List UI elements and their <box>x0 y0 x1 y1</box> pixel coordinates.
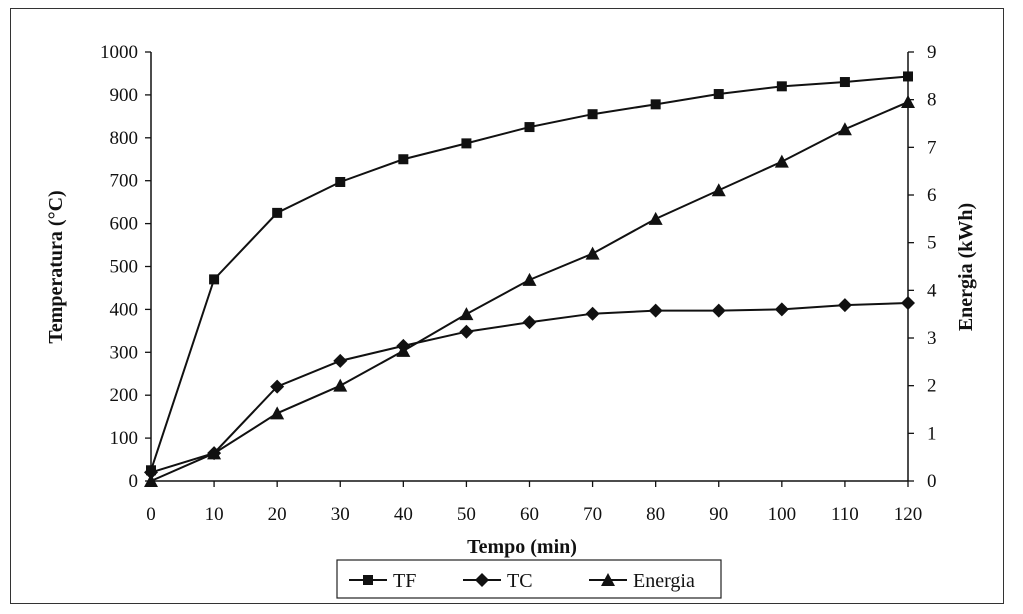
legend-item-tf: TF <box>349 570 416 592</box>
left-tick-label: 400 <box>110 299 139 320</box>
x-tick-label: 60 <box>520 504 539 525</box>
x-tick-label: 90 <box>709 504 728 525</box>
data-point-tc <box>837 298 852 313</box>
left-tick-label: 900 <box>110 85 139 106</box>
data-point-tf <box>461 138 472 149</box>
right-tick-label: 9 <box>927 42 937 63</box>
x-tick-label: 120 <box>894 504 923 525</box>
left-tick-label: 700 <box>110 171 139 192</box>
data-point-tf <box>398 154 409 165</box>
x-tick-label: 20 <box>268 504 287 525</box>
data-point-tf <box>335 176 346 187</box>
series-tf <box>146 71 913 476</box>
data-point-energia <box>333 378 348 392</box>
data-point-tc <box>648 303 663 318</box>
right-tick-label: 2 <box>927 376 937 397</box>
data-point-tc <box>585 306 600 321</box>
data-point-energia <box>144 474 158 487</box>
data-point-energia <box>585 246 600 260</box>
x-tick-label: 80 <box>646 504 665 525</box>
data-point-tc <box>270 379 285 394</box>
data-point-energia <box>711 183 726 197</box>
legend-marker-energia <box>601 573 615 586</box>
data-point-energia <box>774 154 789 168</box>
legend-marker-tc <box>475 573 489 587</box>
data-point-energia <box>459 307 474 321</box>
x-tick-label: 0 <box>146 504 156 525</box>
series-tc <box>144 295 915 480</box>
right-tick-label: 7 <box>927 137 937 158</box>
series-line-energia <box>150 101 909 482</box>
data-point-energia <box>270 406 285 420</box>
data-point-energia <box>837 122 852 136</box>
left-tick-label: 200 <box>110 385 139 406</box>
data-point-tf <box>776 81 787 92</box>
data-point-energia <box>396 343 411 357</box>
data-point-tf <box>524 122 535 133</box>
right-tick-label: 1 <box>927 423 937 444</box>
right-tick-label: 5 <box>927 233 937 254</box>
x-tick-label: 30 <box>331 504 350 525</box>
left-tick-label: 100 <box>110 428 139 449</box>
legend: TF TC Energia <box>336 559 722 599</box>
x-axis-title: Tempo (min) <box>467 536 577 558</box>
right-tick-label: 6 <box>927 185 937 206</box>
left-tick-label: 0 <box>129 471 139 492</box>
data-point-tc <box>774 302 789 317</box>
left-tick-label: 600 <box>110 214 139 235</box>
data-point-tc <box>333 353 348 368</box>
x-tick-label: 40 <box>394 504 413 525</box>
x-tick-label: 100 <box>768 504 797 525</box>
data-point-tc <box>711 303 726 318</box>
data-point-tc <box>901 295 915 310</box>
x-tick-label: 50 <box>457 504 476 525</box>
right-tick-label: 0 <box>927 471 937 492</box>
right-axis-title: Energia (kWh) <box>955 203 977 331</box>
legend-item-energia: Energia <box>589 570 695 592</box>
x-tick-label: 110 <box>831 504 859 525</box>
right-tick-label: 4 <box>927 280 937 301</box>
data-point-tf <box>587 109 598 120</box>
data-point-energia <box>901 95 915 109</box>
data-point-tc <box>522 315 537 330</box>
data-point-tf <box>713 89 724 100</box>
series-energia <box>144 95 915 487</box>
data-point-tc <box>459 324 474 339</box>
left-tick-label: 500 <box>110 257 139 278</box>
right-tick-label: 8 <box>927 90 937 111</box>
legend-marker-tf <box>363 575 373 585</box>
left-tick-label: 300 <box>110 342 139 363</box>
data-point-energia <box>522 272 537 286</box>
legend-label-tc: TC <box>507 570 533 592</box>
data-point-tc <box>144 465 158 480</box>
data-point-tf <box>272 207 283 218</box>
right-tick-label: 3 <box>927 328 937 349</box>
data-point-energia <box>648 211 663 225</box>
data-point-tf <box>209 274 220 285</box>
legend-box <box>336 559 722 599</box>
legend-label-tf: TF <box>393 570 416 592</box>
axes: 0 10 20 30 40 50 60 70 80 90 100 110 120010020030040… <box>100 42 937 525</box>
series-layer <box>144 71 915 487</box>
left-axis-title: Temperatura (°C) <box>45 190 67 343</box>
data-point-energia <box>207 446 222 460</box>
x-tick-label: 10 <box>205 504 224 525</box>
left-tick-label: 800 <box>110 128 139 149</box>
data-point-tf <box>839 77 850 88</box>
left-tick-label: 1000 <box>100 42 138 63</box>
legend-label-energia: Energia <box>633 570 695 592</box>
legend-item-tc: TC <box>463 570 533 592</box>
x-tick-label: 70 <box>583 504 602 525</box>
data-point-tf <box>903 71 913 82</box>
data-point-tf <box>650 99 661 110</box>
